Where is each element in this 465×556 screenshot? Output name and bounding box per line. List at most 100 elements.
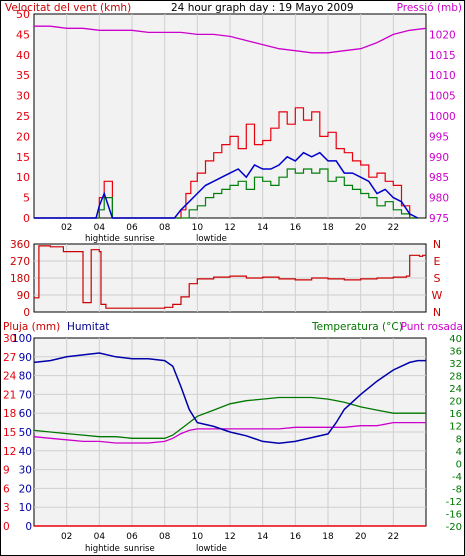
wind-axis-label: Velocitat del vent (kmh) bbox=[5, 2, 131, 14]
tick-label: 50 bbox=[16, 8, 30, 21]
tick-label: N bbox=[433, 238, 441, 251]
temperature-tick-label: 40 bbox=[449, 334, 462, 345]
humidity-ticks: 0 10 20 30 40 50 60 70 80 90 100 bbox=[12, 333, 32, 533]
tick-label: 0 bbox=[23, 307, 30, 319]
tick-label: 12 bbox=[3, 446, 16, 458]
rain-axis-label: Pluja (mm) bbox=[3, 321, 60, 333]
gridlines-bottom bbox=[34, 338, 426, 526]
tick-label: 360 bbox=[10, 239, 30, 251]
pressure-tick-label: 975 bbox=[429, 213, 449, 225]
tick-label: 0 bbox=[23, 212, 30, 225]
tick-label: 70 bbox=[19, 389, 32, 401]
pressure-tick-label: 1005 bbox=[429, 91, 456, 103]
x-tick-label: 08 bbox=[159, 532, 171, 542]
x-tick-label: 08 bbox=[159, 223, 171, 233]
pressure-tick-label: 995 bbox=[429, 131, 449, 143]
temperature-tick-label: 4 bbox=[456, 447, 462, 458]
x-tick-label: 14 bbox=[257, 532, 269, 542]
pressure-tick-label: 990 bbox=[429, 152, 449, 164]
tick-label: 30 bbox=[3, 333, 16, 345]
tick-label: 21 bbox=[3, 389, 16, 401]
temperature-tick-label: 16 bbox=[449, 409, 462, 420]
pressure-tick-label: 985 bbox=[429, 172, 449, 184]
x-tick-label: 20 bbox=[355, 532, 367, 542]
dewpoint-axis-label: Punt rosada bbox=[401, 321, 463, 333]
tick-label: 0 bbox=[25, 521, 32, 533]
x-tick-label: 16 bbox=[290, 223, 302, 233]
tick-label: W bbox=[432, 289, 443, 302]
pressure-line bbox=[34, 25, 427, 54]
pressure-ticks: 975 980 985 990 995 1000 1005 1010 1015 1020 bbox=[429, 29, 456, 225]
temperature-axis-label: Temperatura (°C) bbox=[311, 321, 403, 333]
x-tick-label: 10 bbox=[192, 223, 204, 233]
temperature-tick-label: 0 bbox=[456, 459, 462, 470]
gridlines-direction bbox=[34, 244, 426, 312]
tick-label: 27 bbox=[3, 352, 16, 364]
tick-label: 15 bbox=[3, 427, 16, 439]
x-tick-label: 22 bbox=[388, 532, 399, 542]
tick-label: 15 bbox=[16, 151, 30, 164]
rain-ticks: 0 3 6 9 12 15 18 21 24 27 30 bbox=[3, 333, 17, 533]
pressure-tick-label: 1015 bbox=[429, 50, 456, 62]
series-top bbox=[34, 25, 427, 219]
temperature-tick-label: 20 bbox=[449, 397, 462, 408]
temperature-tick-label: 36 bbox=[449, 347, 462, 358]
tick-label: 3 bbox=[3, 502, 10, 514]
tick-label: 10 bbox=[19, 502, 32, 514]
series-direction bbox=[34, 245, 426, 309]
tick-label: 10 bbox=[16, 171, 30, 184]
tick-label: 180 bbox=[10, 273, 30, 285]
temperature-tick-label: 32 bbox=[449, 359, 462, 370]
temperature-tick-label: -8 bbox=[452, 484, 462, 495]
marker-hightide-bottom: hightide bbox=[85, 544, 120, 554]
temperature-tick-label: 24 bbox=[449, 384, 462, 395]
wind-direction-line bbox=[34, 245, 426, 309]
tick-label: 20 bbox=[16, 130, 30, 143]
dewpoint-line bbox=[33, 421, 426, 444]
x-tick-label: 04 bbox=[94, 223, 106, 233]
x-tick-label: 14 bbox=[257, 223, 269, 233]
pressure-tick-label: 1000 bbox=[429, 111, 456, 123]
tick-label: N bbox=[433, 306, 441, 319]
temperature-tick-label: -16 bbox=[446, 509, 462, 520]
series-bottom bbox=[33, 352, 426, 527]
x-ticks-bottom: 02 04 06 08 10 12 14 16 18 20 22 bbox=[61, 532, 399, 542]
x-tick-label: 22 bbox=[388, 223, 399, 233]
pressure-tick-label: 980 bbox=[429, 193, 449, 205]
tick-label: 35 bbox=[16, 69, 30, 82]
marker-sunrise: sunrise bbox=[124, 234, 155, 244]
x-tick-label: 16 bbox=[290, 532, 302, 542]
pressure-tick-label: 1010 bbox=[429, 70, 456, 82]
temperature-tick-label: -4 bbox=[452, 472, 462, 483]
tick-label: 30 bbox=[19, 465, 32, 477]
tick-label: 50 bbox=[19, 427, 32, 439]
temperature-tick-label: -12 bbox=[446, 497, 462, 508]
humidity-axis-label: Humitat bbox=[67, 321, 109, 333]
temperature-line bbox=[33, 396, 426, 439]
tick-label: E bbox=[434, 255, 441, 268]
tick-label: 90 bbox=[19, 352, 32, 364]
chart-title: 24 hour graph day : 19 Mayo 2009 bbox=[171, 2, 354, 14]
tick-label: 40 bbox=[16, 49, 30, 62]
humidity-line bbox=[33, 352, 426, 445]
tick-label: 24 bbox=[3, 371, 17, 383]
tick-label: 100 bbox=[12, 333, 32, 345]
tick-label: 20 bbox=[19, 483, 32, 495]
marker-hightide: hightide bbox=[85, 234, 120, 244]
tick-label: 0 bbox=[3, 521, 10, 533]
x-tick-label: 02 bbox=[61, 532, 72, 542]
temperature-tick-label: 8 bbox=[456, 434, 462, 445]
tick-label: S bbox=[434, 272, 441, 285]
marker-lowtide-bottom: lowtide bbox=[196, 544, 227, 554]
x-tick-label: 12 bbox=[224, 223, 235, 233]
tick-label: 6 bbox=[3, 483, 10, 495]
gridlines-top bbox=[66, 14, 394, 218]
x-ticks-top: 02 04 06 08 10 12 14 16 18 20 22 bbox=[61, 223, 399, 233]
x-tick-label: 18 bbox=[322, 532, 334, 542]
marker-sunrise-bottom: sunrise bbox=[124, 544, 155, 554]
tick-label: 60 bbox=[19, 408, 32, 420]
